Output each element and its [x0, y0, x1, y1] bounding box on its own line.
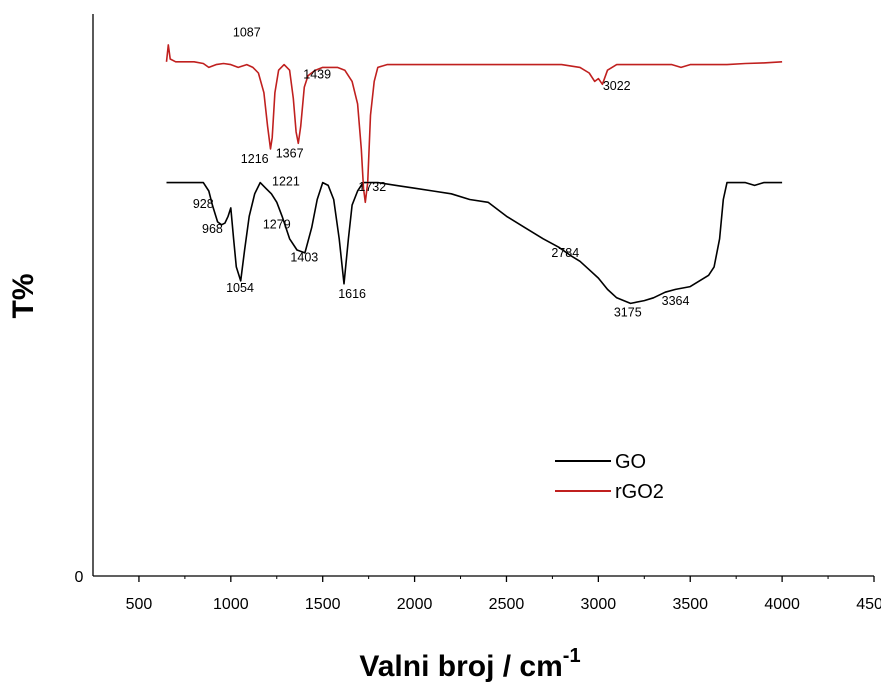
peak-label: 1439 — [303, 68, 331, 82]
peak-label: 2784 — [551, 246, 579, 260]
axes: 0 500 1000 1500 2000 2500 3000 3500 4000 4500 — [75, 14, 881, 613]
peak-label: 3175 — [614, 305, 642, 319]
x-tick-label: 3500 — [672, 596, 708, 613]
x-tick-label: 500 — [126, 596, 153, 613]
series-layer — [165, 44, 783, 305]
series-line-rgo2 — [165, 44, 783, 204]
peak-label: 1279 — [263, 218, 291, 232]
x-tick-label: 4500 — [856, 596, 881, 613]
peak-labels: 1087 1439 3022 1216 1367 1732 1221 928 968 1279 10… — [193, 25, 690, 319]
peak-label: 1216 — [241, 152, 269, 166]
peak-label: 1732 — [358, 180, 386, 194]
x-axis-title: Valni broj / cm-1 — [359, 645, 580, 683]
peak-label: 1367 — [276, 146, 304, 160]
x-tick-label: 1500 — [305, 596, 341, 613]
peak-label: 1403 — [290, 250, 318, 264]
x-tick-label: 1000 — [213, 596, 249, 613]
peak-label: 968 — [202, 222, 223, 236]
y-axis-title: T% — [7, 274, 40, 319]
peak-label: 1616 — [338, 287, 366, 301]
peak-label: 1087 — [233, 25, 261, 39]
legend: GO rGO2 — [555, 451, 664, 503]
peak-label: 928 — [193, 197, 214, 211]
peak-label: 3364 — [662, 294, 690, 308]
x-tick-label: 4000 — [764, 596, 800, 613]
x-tick-label: 3000 — [581, 596, 617, 613]
x-axis-title-main: Valni broj / cm — [359, 650, 562, 683]
x-axis-title-superscript: -1 — [563, 645, 581, 667]
peak-label: 3022 — [603, 79, 631, 93]
peak-label: 1221 — [272, 174, 300, 188]
legend-label-rgo2: rGO2 — [615, 481, 664, 503]
series-line-go — [166, 181, 783, 305]
legend-label-go: GO — [615, 451, 646, 473]
y-tick-label: 0 — [75, 569, 84, 586]
peak-label: 1054 — [226, 281, 254, 295]
x-tick-label: 2500 — [489, 596, 525, 613]
x-tick-label: 2000 — [397, 596, 433, 613]
